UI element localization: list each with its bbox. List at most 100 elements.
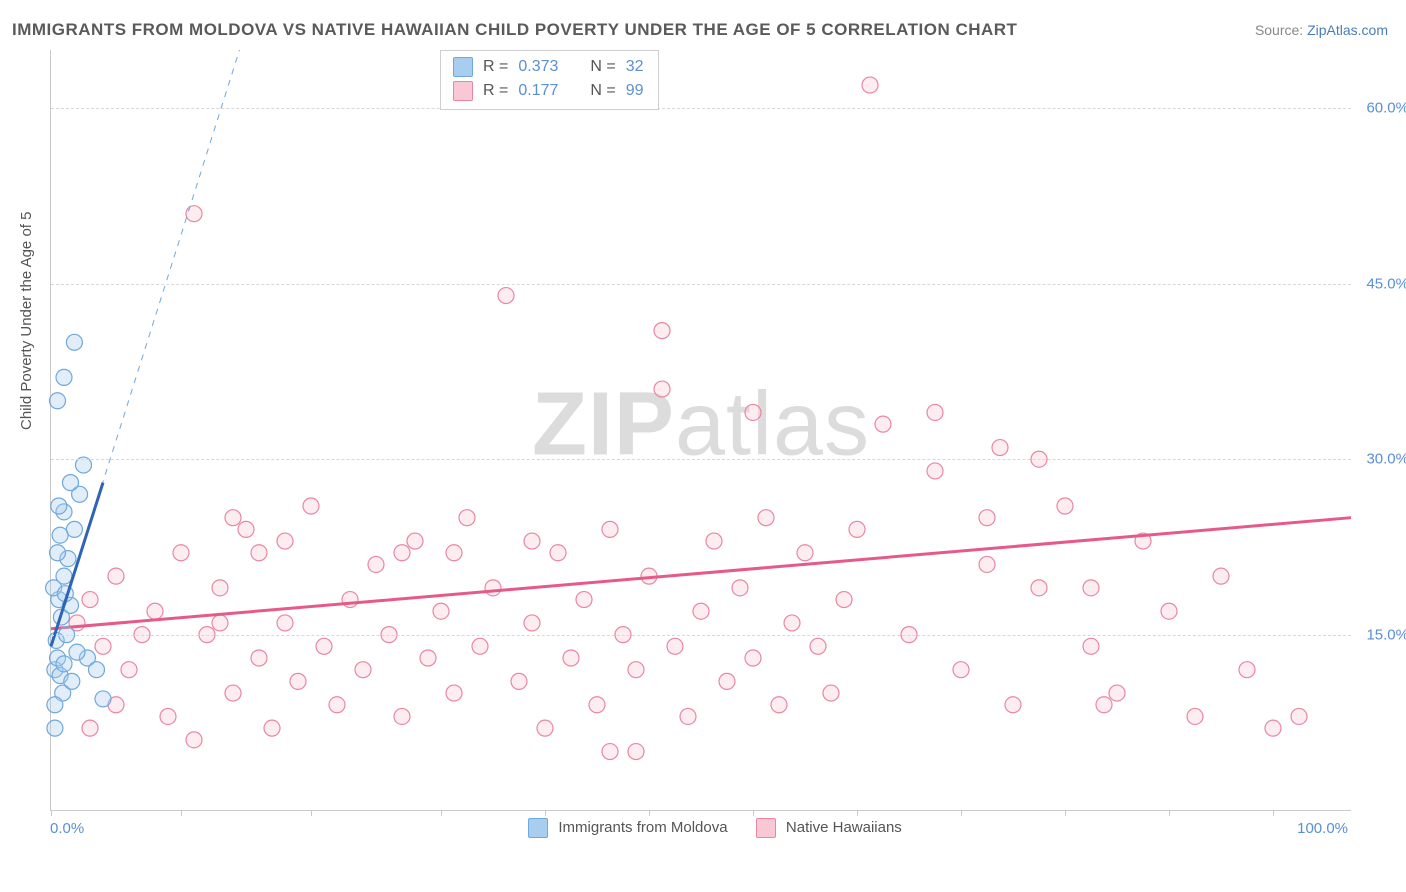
data-point [64, 673, 80, 689]
gridline [51, 108, 1351, 109]
data-point [511, 673, 527, 689]
data-point [264, 720, 280, 736]
data-point [563, 650, 579, 666]
data-point [849, 521, 865, 537]
data-point [485, 580, 501, 596]
data-point [992, 440, 1008, 456]
y-tick-label: 30.0% [1366, 451, 1406, 468]
corr-r-label: R = [483, 79, 508, 103]
data-point [693, 603, 709, 619]
data-point [745, 404, 761, 420]
data-point [50, 545, 66, 561]
legend-label-hawaiian: Native Hawaiians [786, 819, 902, 836]
corr-r-value-moldova: 0.373 [518, 55, 558, 79]
data-point [589, 697, 605, 713]
data-point [1083, 580, 1099, 596]
data-point [602, 521, 618, 537]
plot-area: ZIPatlas 15.0%30.0%45.0%60.0% [50, 50, 1351, 811]
data-point [810, 638, 826, 654]
legend-swatch-moldova [528, 818, 548, 838]
data-point [56, 656, 72, 672]
data-point [1161, 603, 1177, 619]
data-point [758, 510, 774, 526]
source-attribution: Source: ZipAtlas.com [1255, 22, 1388, 38]
data-point [602, 744, 618, 760]
x-tick-mark [545, 810, 546, 816]
data-point [355, 662, 371, 678]
y-tick-label: 60.0% [1366, 100, 1406, 117]
data-point [186, 206, 202, 222]
data-point [1187, 708, 1203, 724]
gridline [51, 459, 1351, 460]
data-point [66, 521, 82, 537]
data-point [823, 685, 839, 701]
x-tick-mark [857, 810, 858, 816]
data-point [95, 638, 111, 654]
data-point [47, 720, 63, 736]
data-point [745, 650, 761, 666]
data-point [628, 662, 644, 678]
data-point [329, 697, 345, 713]
data-point [550, 545, 566, 561]
legend-label-moldova: Immigrants from Moldova [558, 819, 727, 836]
data-point [225, 685, 241, 701]
data-point [1031, 580, 1047, 596]
data-point [51, 498, 67, 514]
x-tick-mark [51, 810, 52, 816]
data-point [1083, 638, 1099, 654]
data-point [979, 556, 995, 572]
data-point [446, 685, 462, 701]
data-point [277, 533, 293, 549]
data-point [56, 369, 72, 385]
data-point [706, 533, 722, 549]
data-point [63, 475, 79, 491]
data-point [1239, 662, 1255, 678]
data-point [654, 381, 670, 397]
data-point [1109, 685, 1125, 701]
data-point [628, 744, 644, 760]
data-point [52, 527, 68, 543]
data-point [654, 323, 670, 339]
data-point [420, 650, 436, 666]
x-tick-mark [753, 810, 754, 816]
data-point [50, 393, 66, 409]
chart-svg [51, 50, 1351, 810]
corr-row-hawaiian: R = 0.177 N = 99 [453, 79, 644, 103]
data-point [1291, 708, 1307, 724]
x-tick-mark [181, 810, 182, 816]
y-tick-label: 15.0% [1366, 626, 1406, 643]
corr-swatch-hawaiian [453, 81, 473, 101]
data-point [82, 592, 98, 608]
x-tick-mark [1273, 810, 1274, 816]
data-point [875, 416, 891, 432]
correlation-legend: R = 0.373 N = 32 R = 0.177 N = 99 [440, 50, 659, 110]
corr-r-value-hawaiian: 0.177 [518, 79, 558, 103]
data-point [719, 673, 735, 689]
source-label: Source: [1255, 22, 1303, 38]
data-point [394, 708, 410, 724]
data-point [472, 638, 488, 654]
bottom-legend: Immigrants from Moldova Native Hawaiians [0, 818, 1406, 838]
data-point [394, 545, 410, 561]
data-point [771, 697, 787, 713]
data-point [862, 77, 878, 93]
data-point [212, 580, 228, 596]
y-axis-label: Child Poverty Under the Age of 5 [18, 212, 35, 430]
data-point [953, 662, 969, 678]
x-tick-mark [441, 810, 442, 816]
source-link[interactable]: ZipAtlas.com [1307, 22, 1388, 38]
data-point [66, 334, 82, 350]
data-point [303, 498, 319, 514]
data-point [1213, 568, 1229, 584]
data-point [927, 463, 943, 479]
data-point [251, 650, 267, 666]
x-tick-mark [961, 810, 962, 816]
y-tick-label: 45.0% [1366, 275, 1406, 292]
data-point [498, 288, 514, 304]
corr-n-value-moldova: 32 [626, 55, 644, 79]
data-point [446, 545, 462, 561]
corr-r-label: R = [483, 55, 508, 79]
data-point [836, 592, 852, 608]
data-point [680, 708, 696, 724]
data-point [225, 510, 241, 526]
